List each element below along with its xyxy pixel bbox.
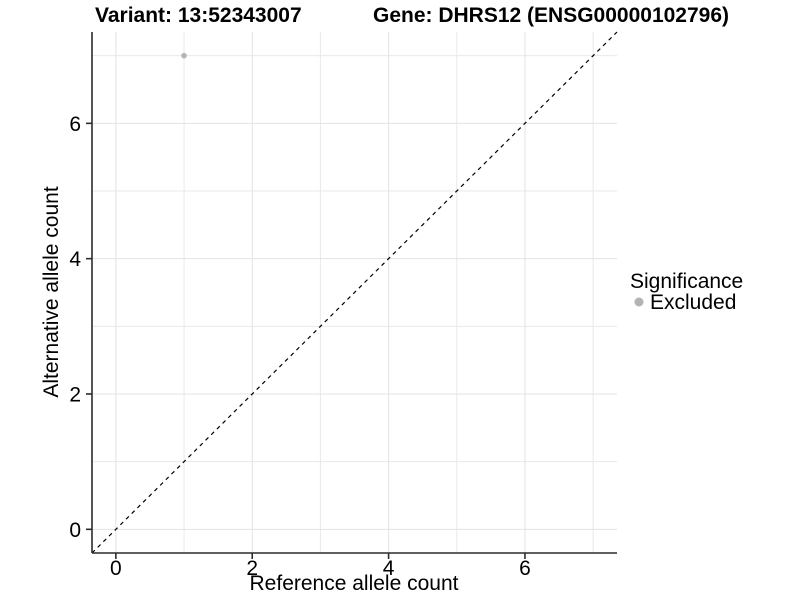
identity-dashed-line <box>91 31 618 554</box>
gene-title: Gene: DHRS12 (ENSG00000102796) <box>373 4 729 27</box>
axis-lines-and-ticks <box>86 32 617 559</box>
variant-title: Variant: 13:52343007 <box>95 4 302 27</box>
legend: Significance Excluded <box>630 270 743 314</box>
y-tick-label: 2 <box>69 383 81 406</box>
major-gridlines <box>92 32 617 553</box>
x-tick-label: 6 <box>519 557 531 580</box>
data-point <box>181 52 187 59</box>
legend-marker-excluded-icon <box>634 297 644 307</box>
minor-gridlines <box>92 32 617 553</box>
y-tick-label: 0 <box>69 519 81 542</box>
legend-item-excluded: Excluded <box>650 291 736 314</box>
y-tick-label: 4 <box>69 248 81 271</box>
y-tick-label: 6 <box>69 113 81 136</box>
x-tick-label: 0 <box>110 557 122 580</box>
x-tick-label: 4 <box>383 557 395 580</box>
x-tick-label: 2 <box>246 557 258 580</box>
tick-labels: 0 2 4 6 0 2 4 6 <box>69 113 530 580</box>
x-axis-label: Reference allele count <box>250 572 459 595</box>
legend-title: Significance <box>630 270 743 293</box>
data-points <box>181 52 187 59</box>
y-axis-label: Alternative allele count <box>40 186 63 397</box>
identity-reference-line <box>91 31 618 554</box>
